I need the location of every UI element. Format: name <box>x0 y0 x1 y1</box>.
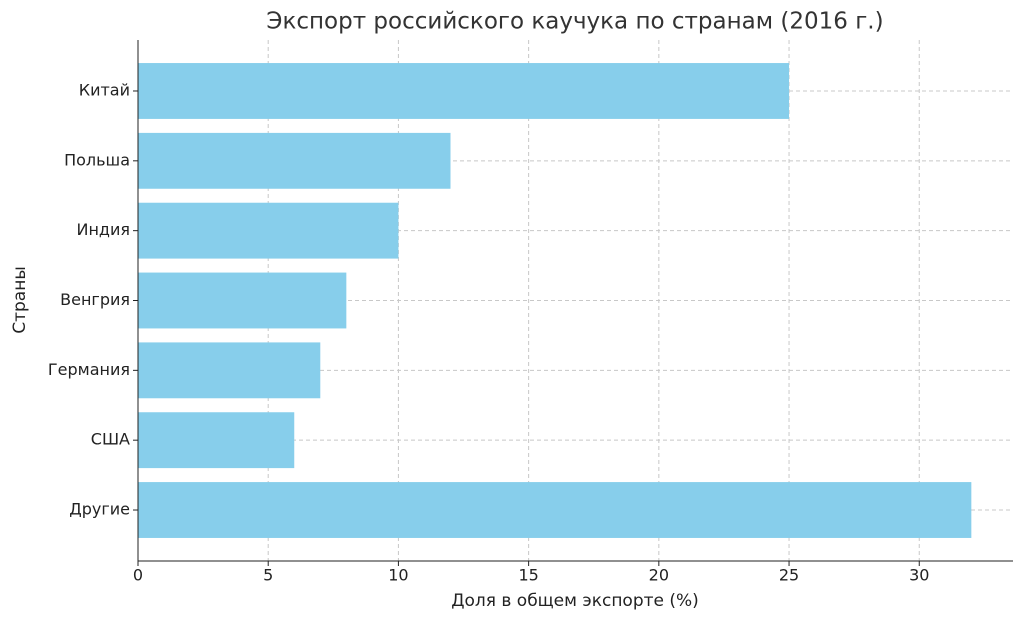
y-tick-label: Индия <box>76 220 130 239</box>
y-tick-label: Китай <box>79 80 130 99</box>
x-tick-label: 0 <box>133 566 143 585</box>
y-tick-label: Германия <box>48 360 130 379</box>
bar <box>138 272 347 329</box>
y-axis-label: Страны <box>10 266 30 334</box>
y-tick-label: Другие <box>69 500 130 519</box>
x-tick-label: 10 <box>388 566 408 585</box>
chart-title: Экспорт российского каучука по странам (… <box>266 9 883 35</box>
x-tick-label: 30 <box>909 566 929 585</box>
y-tick-label: Венгрия <box>60 290 130 309</box>
bar <box>138 132 451 189</box>
x-axis-label: Доля в общем экспорте (%) <box>451 591 699 611</box>
bar <box>138 202 399 259</box>
y-tick-label: США <box>91 430 130 449</box>
x-tick-label: 5 <box>263 566 273 585</box>
bar <box>138 482 972 538</box>
bar <box>138 342 321 399</box>
y-tick-label: Польша <box>64 150 130 169</box>
x-tick-label: 20 <box>649 566 669 585</box>
bar <box>138 412 295 469</box>
x-tick-label: 15 <box>518 566 538 585</box>
x-tick-label: 25 <box>779 566 799 585</box>
bar <box>138 63 790 119</box>
